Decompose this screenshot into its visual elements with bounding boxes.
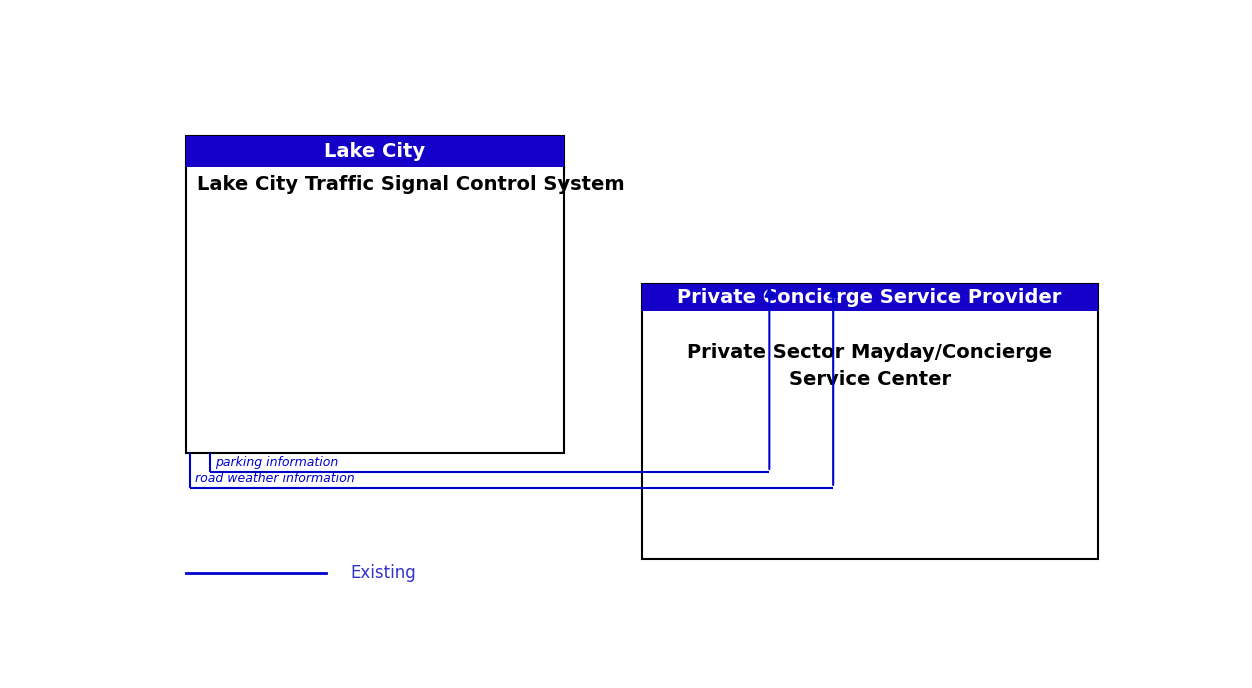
Bar — [185, 136, 563, 167]
Text: road weather information: road weather information — [195, 472, 354, 484]
Text: Private Concierge Service Provider: Private Concierge Service Provider — [677, 288, 1062, 307]
Text: Private Sector Mayday/Concierge
Service Center: Private Sector Mayday/Concierge Service … — [687, 343, 1052, 389]
Bar — [185, 136, 563, 453]
Bar — [641, 284, 1098, 312]
Bar — [641, 284, 1098, 559]
Text: Lake City: Lake City — [324, 142, 426, 161]
Text: Lake City Traffic Signal Control System: Lake City Traffic Signal Control System — [198, 175, 625, 194]
Text: Existing: Existing — [351, 563, 417, 581]
Text: parking information: parking information — [215, 455, 338, 469]
